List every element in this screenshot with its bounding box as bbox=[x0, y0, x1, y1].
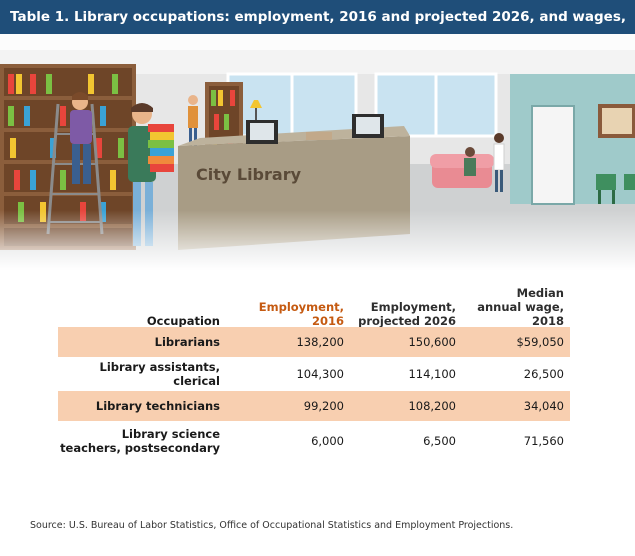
header-employment-2016: Employment, 2016 bbox=[258, 300, 344, 328]
occupation-cell: Library science teachers, postsecondary bbox=[60, 427, 220, 455]
library-illustration: City Library bbox=[0, 34, 635, 270]
occupation-cell: Librarians bbox=[154, 335, 220, 349]
employment-2016-cell: 104,300 bbox=[296, 367, 344, 381]
employment-2016-cell: 138,200 bbox=[296, 335, 344, 349]
city-library-sign: City Library bbox=[196, 165, 302, 184]
person-at-shelf bbox=[188, 95, 198, 148]
sofa bbox=[430, 147, 494, 188]
header-projected-2026: Employment, projected 2026 bbox=[358, 300, 456, 328]
projected-2026-cell: 108,200 bbox=[408, 399, 456, 413]
employment-2016-cell: 6,000 bbox=[311, 434, 344, 448]
header-wage-2018: Median annual wage, 2018 bbox=[477, 286, 564, 328]
wage-2018-cell: $59,050 bbox=[516, 335, 564, 349]
window-right bbox=[374, 72, 498, 138]
header-occupation: Occupation bbox=[146, 314, 220, 328]
occupation-cell: Library technicians bbox=[95, 399, 220, 413]
occupation-cell: Library assistants, clerical bbox=[99, 360, 221, 388]
table-header-row: Occupation Employment, 2016 Employment, … bbox=[0, 286, 635, 330]
wage-2018-cell: 34,040 bbox=[523, 399, 564, 413]
wage-2018-cell: 71,560 bbox=[523, 434, 564, 448]
table-row: Library science teachers, postsecondary … bbox=[58, 423, 570, 459]
source-note: Source: U.S. Bureau of Labor Statistics,… bbox=[30, 520, 514, 531]
projected-2026-cell: 150,600 bbox=[408, 335, 456, 349]
projected-2026-cell: 114,100 bbox=[408, 367, 456, 381]
door bbox=[531, 105, 575, 205]
bookshelf-middle bbox=[205, 82, 243, 182]
person-on-ladder bbox=[70, 92, 92, 184]
wage-2018-cell: 26,500 bbox=[523, 367, 564, 381]
projected-2026-cell: 6,500 bbox=[423, 434, 456, 448]
table-title: Table 1. Library occupations: employment… bbox=[0, 0, 635, 59]
standing-woman bbox=[493, 133, 505, 192]
lamp bbox=[250, 100, 262, 128]
table-row: Library assistants, clerical 104,300 114… bbox=[58, 359, 570, 389]
table-row: Library technicians 99,200 108,200 34,04… bbox=[58, 391, 570, 421]
waiting-chairs bbox=[596, 174, 635, 204]
employment-2016-cell: 99,200 bbox=[303, 399, 344, 413]
table-row: Librarians 138,200 150,600 $59,050 bbox=[58, 327, 570, 357]
